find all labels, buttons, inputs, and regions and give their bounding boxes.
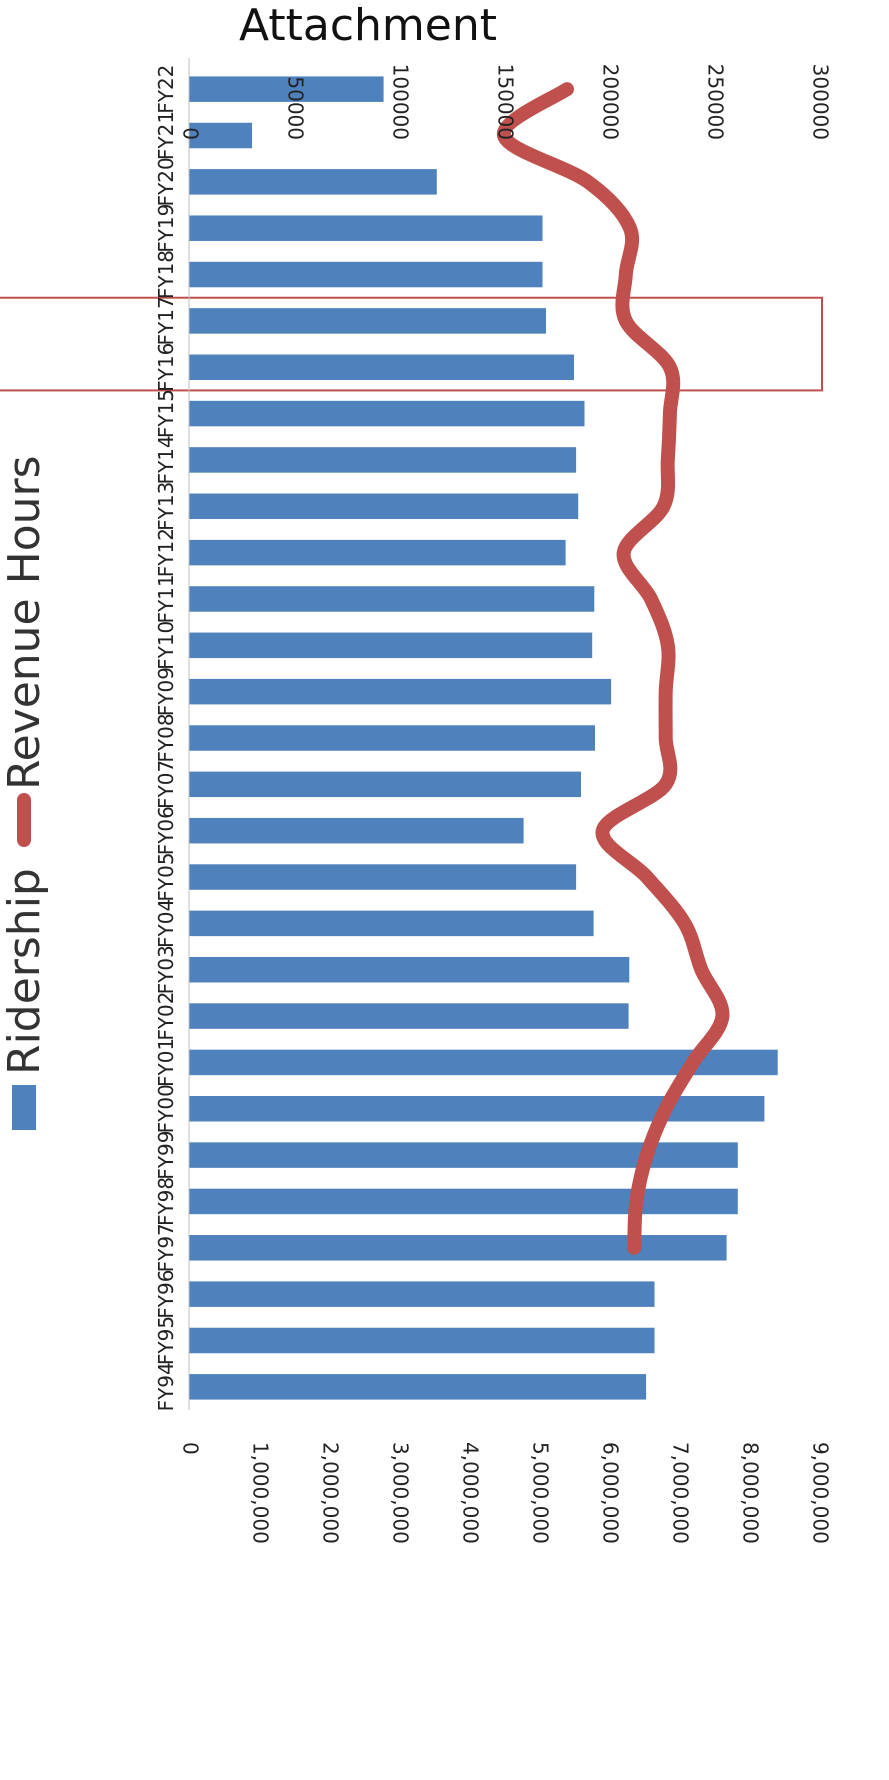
category-label: FY98 [154,1177,178,1226]
primary-tick-label: 9,000,000 [809,1442,833,1544]
chart-title: Attachment [239,0,497,51]
primary-tick-label: 2,000,000 [319,1442,343,1544]
primary-tick-label: 8,000,000 [739,1442,763,1544]
category-label: FY95 [154,1316,178,1365]
primary-tick-label: 4,000,000 [459,1442,483,1544]
legend-label-revenue-hours: Revenue Hours [0,455,50,790]
category-label: FY14 [154,435,178,484]
bar-fy03 [189,956,630,983]
bar-fy94 [189,1374,647,1400]
bar-fy16 [189,354,574,380]
bar-fy22 [189,76,384,102]
category-label: FY99 [154,1131,178,1180]
bar-fy14 [189,447,577,473]
bar-fy95 [189,1327,655,1354]
primary-tick-label: 3,000,000 [389,1442,413,1544]
category-label: FY09 [154,667,178,716]
bar-fy13 [189,493,579,520]
category-label: FY18 [154,250,178,299]
bar-fy11 [189,586,595,612]
bar-fy10 [189,632,593,659]
bar-fy17 [189,308,546,334]
bar-fy96 [189,1281,655,1307]
bar-fy19 [189,215,543,241]
bar-fy15 [189,400,585,427]
category-label: FY00 [154,1084,178,1133]
category-label: FY05 [154,852,178,901]
secondary-tick-label: 300000 [809,64,833,140]
category-label: FY15 [154,389,178,438]
category-label: FY12 [154,528,178,577]
category-label: FY01 [154,1038,178,1087]
category-label: FY22 [154,65,178,114]
highlight-box [0,296,823,392]
bar-fy12 [189,539,566,566]
category-label: FY03 [154,945,178,994]
bar-fy07 [189,771,581,798]
bar-fy02 [189,1003,629,1029]
secondary-tick-label: 150000 [494,64,518,140]
bar-fy05 [189,864,577,890]
category-label: FY17 [154,296,178,345]
category-label: FY97 [154,1223,178,1272]
category-label: FY10 [154,621,178,670]
bar-fy00 [188,1096,765,1122]
category-label: FY02 [154,991,178,1040]
category-label: FY04 [154,899,178,948]
category-label: FY96 [154,1270,178,1319]
primary-tick-label: 1,000,000 [249,1442,273,1544]
primary-tick-label: 0 [179,1442,203,1455]
legend-label-ridership: Ridership [0,868,50,1075]
category-label: FY21 [154,111,178,160]
bar-fy21 [189,122,252,149]
category-label: FY19 [154,204,178,253]
category-label: FY16 [154,343,178,392]
category-label: FY06 [154,806,178,855]
bar-fy97 [189,1235,727,1261]
category-label: FY13 [154,482,178,531]
secondary-tick-label: 200000 [599,64,623,140]
primary-tick-label: 5,000,000 [529,1442,553,1544]
secondary-tick-label: 100000 [389,64,413,140]
secondary-tick-label: 250000 [704,64,728,140]
revenue-hours-line [497,82,730,1255]
category-label: FY20 [154,157,178,206]
category-label: FY11 [154,574,178,623]
bar-fy98 [189,1188,738,1215]
category-label: FY07 [154,760,178,809]
legend-swatch-ridership [12,1085,36,1130]
bar-fy06 [189,817,524,844]
secondary-tick-label: 50000 [284,76,308,140]
bar-fy08 [189,725,595,751]
bar-fy09 [189,678,612,705]
secondary-tick-label: 0 [179,127,203,140]
bar-fy04 [189,910,594,937]
bar-fy20 [188,169,437,195]
category-label: FY08 [154,713,178,762]
primary-tick-label: 6,000,000 [599,1442,623,1544]
bar-fy99 [189,1142,738,1168]
bar-fy18 [189,261,543,288]
bar-fy01 [188,1049,778,1076]
category-label: FY94 [154,1362,178,1411]
primary-tick-label: 7,000,000 [669,1442,693,1544]
